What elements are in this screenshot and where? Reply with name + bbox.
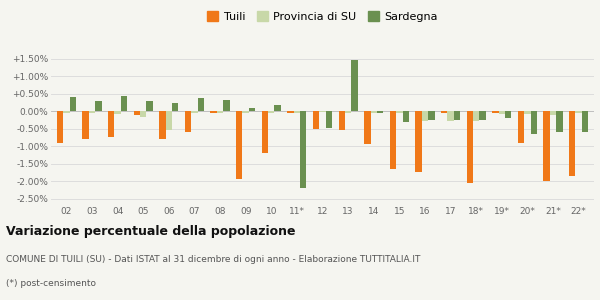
Bar [70,97,76,111]
Bar [396,111,403,113]
Bar [242,111,249,113]
Bar [172,103,178,111]
Bar [185,111,191,132]
Bar [390,111,396,169]
Legend: Tuili, Provincia di SU, Sardegna: Tuili, Provincia di SU, Sardegna [203,7,442,26]
Bar [569,111,575,176]
Bar [428,111,434,120]
Bar [338,111,345,130]
Bar [274,105,281,111]
Bar [530,111,537,134]
Bar [544,111,550,181]
Bar [121,96,127,111]
Bar [268,111,274,113]
Bar [95,100,101,111]
Bar [197,98,204,111]
Bar [492,111,499,113]
Bar [352,60,358,111]
Bar [140,111,146,117]
Bar [575,111,582,113]
Bar [499,111,505,114]
Text: Variazione percentuale della popolazione: Variazione percentuale della popolazione [6,226,296,238]
Bar [582,111,588,132]
Bar [293,111,300,113]
Bar [115,111,121,114]
Bar [448,111,454,121]
Bar [403,111,409,122]
Bar [134,111,140,115]
Bar [82,111,89,139]
Bar [313,111,319,129]
Bar [364,111,371,144]
Bar [422,111,428,121]
Text: COMUNE DI TUILI (SU) - Dati ISTAT al 31 dicembre di ogni anno - Elaborazione TUT: COMUNE DI TUILI (SU) - Dati ISTAT al 31 … [6,256,421,265]
Bar [326,111,332,128]
Bar [300,111,307,188]
Bar [454,111,460,120]
Bar [217,111,223,113]
Bar [415,111,422,172]
Bar [57,111,63,143]
Bar [524,111,530,114]
Bar [371,111,377,113]
Bar [287,111,293,113]
Bar [473,111,479,121]
Bar [441,111,448,113]
Bar [467,111,473,183]
Text: (*) post-censimento: (*) post-censimento [6,280,96,289]
Bar [191,111,197,113]
Bar [146,100,153,111]
Bar [345,111,352,113]
Bar [319,111,326,112]
Bar [223,100,230,111]
Bar [479,111,486,120]
Bar [89,111,95,113]
Bar [108,111,115,137]
Bar [550,111,556,115]
Bar [211,111,217,113]
Bar [236,111,242,179]
Bar [166,111,172,130]
Bar [249,108,255,111]
Bar [262,111,268,153]
Bar [63,111,70,113]
Bar [556,111,563,132]
Bar [159,111,166,139]
Bar [377,111,383,113]
Bar [505,111,511,118]
Bar [518,111,524,143]
